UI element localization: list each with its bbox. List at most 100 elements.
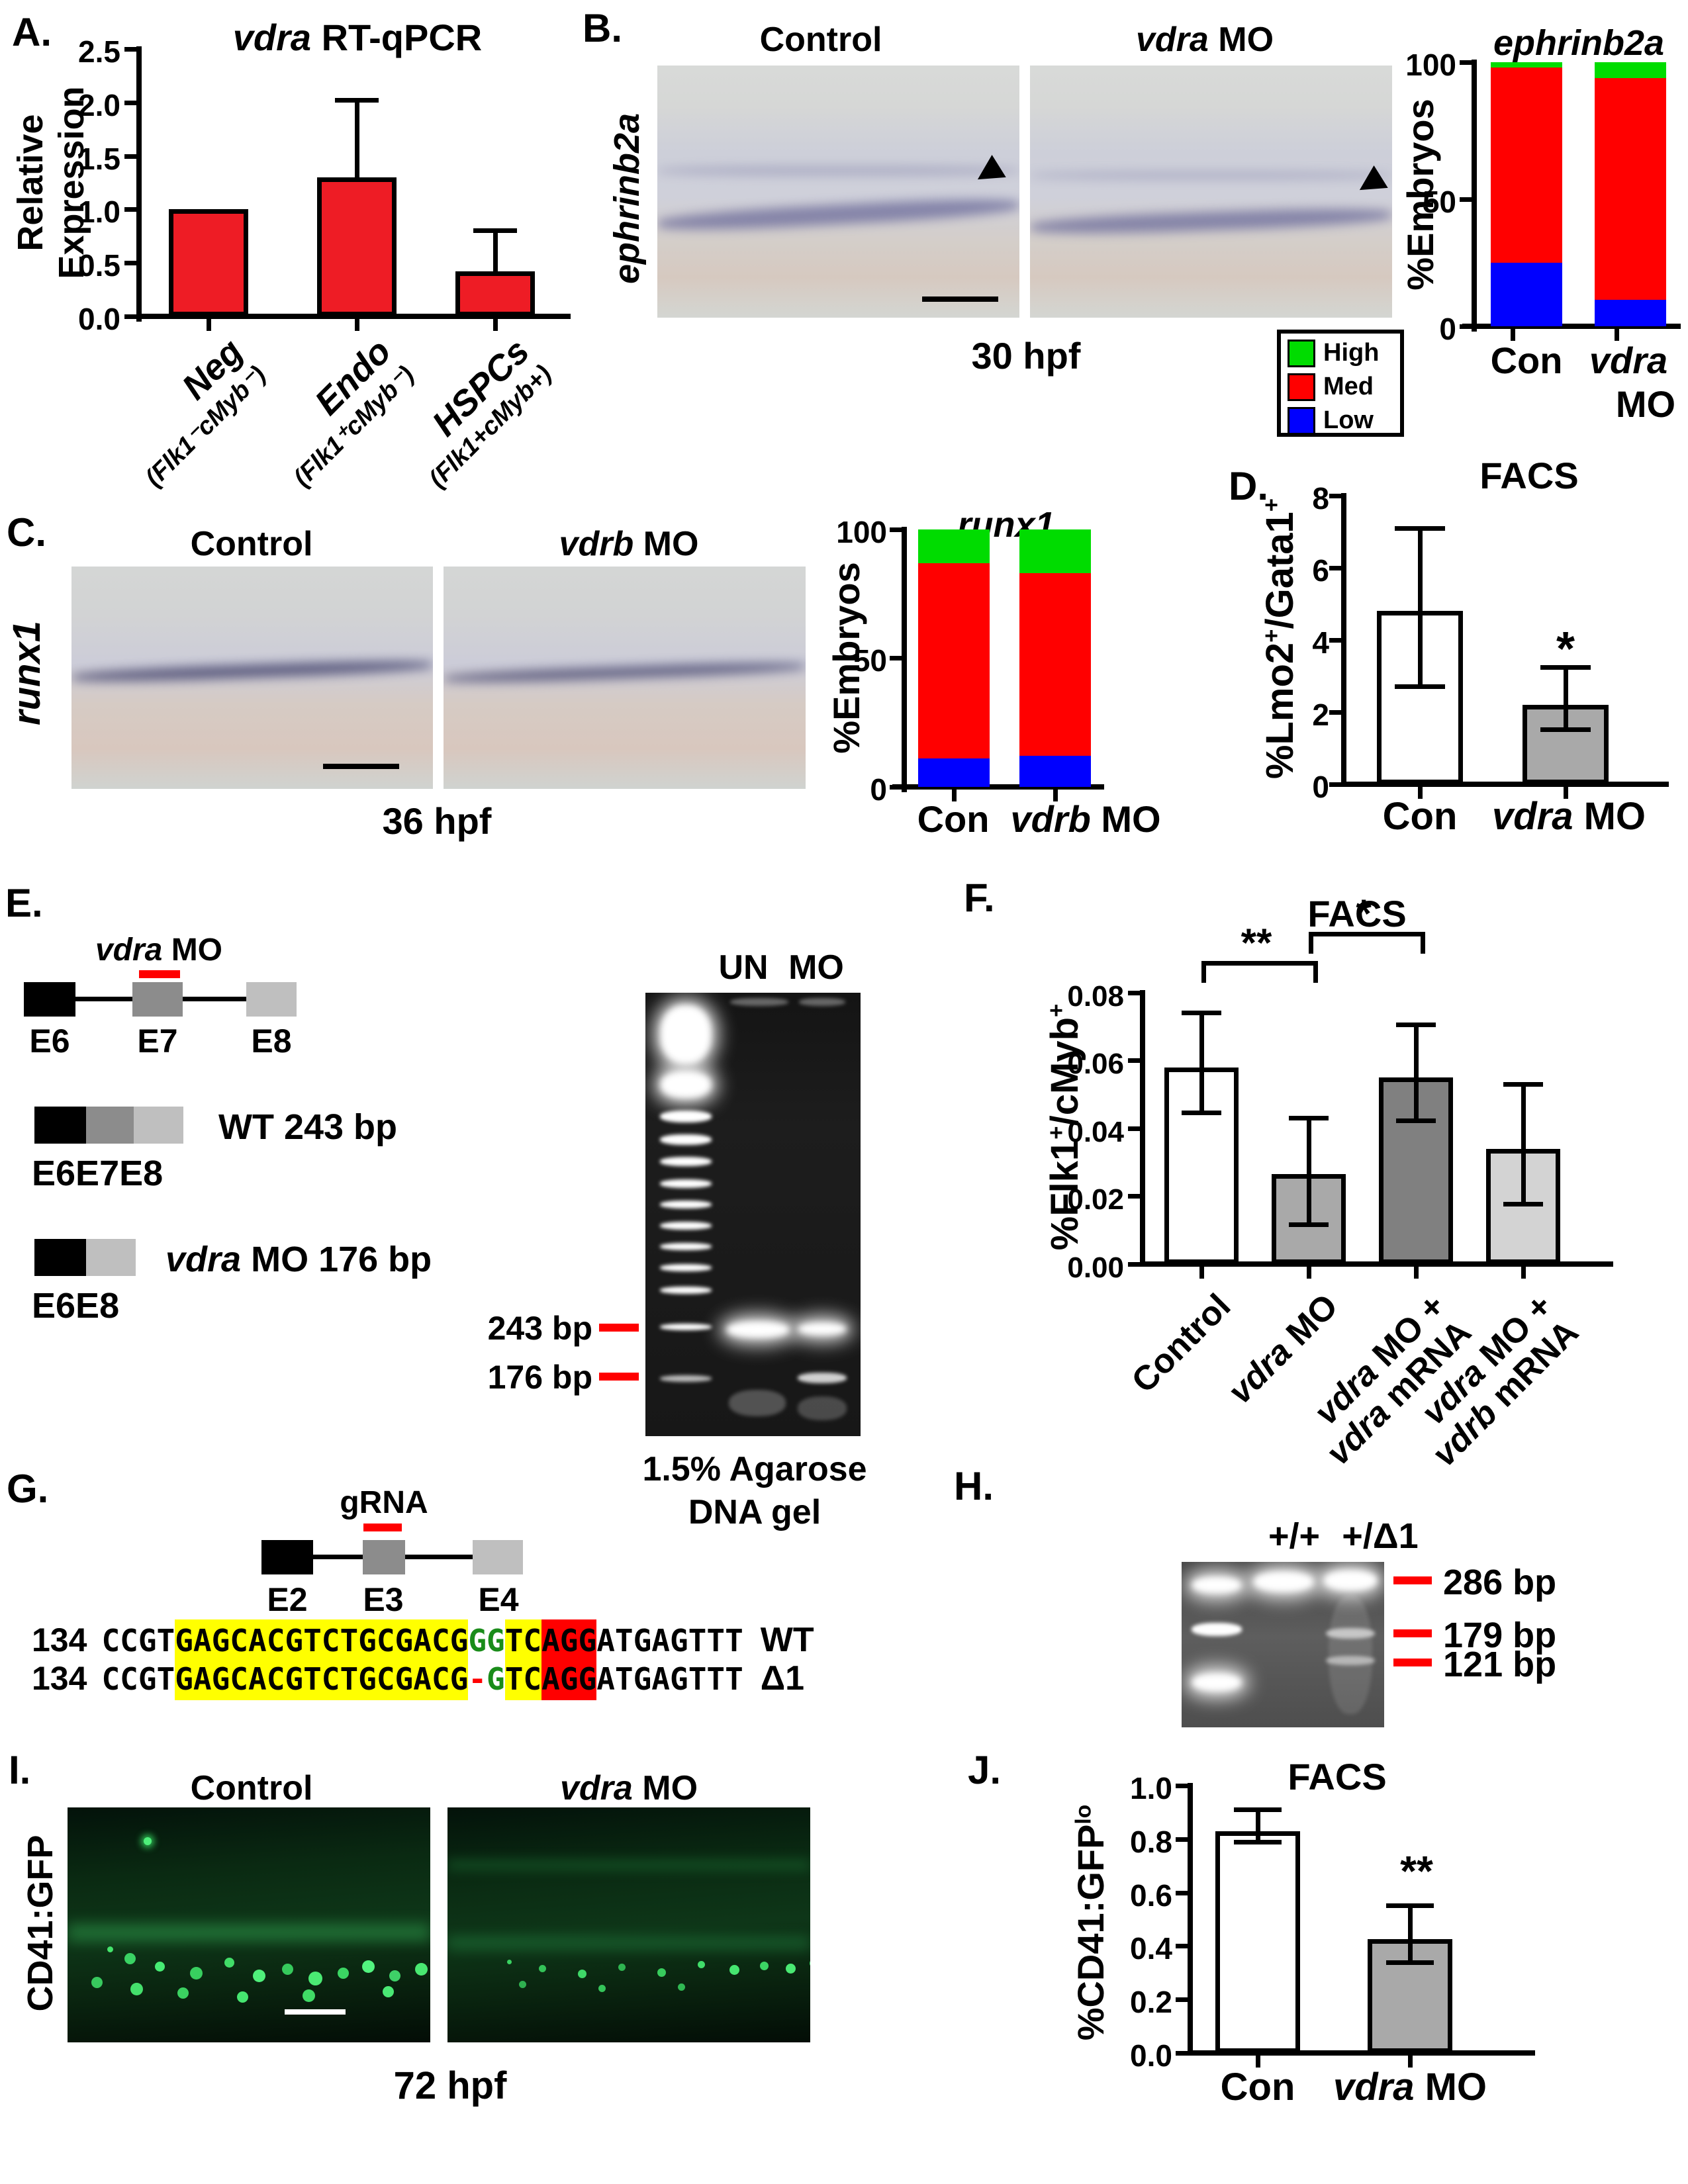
gel-band-delta1-286 <box>1323 1570 1378 1591</box>
ytick-50: 50 <box>1422 185 1456 219</box>
panel-j-label: J. <box>968 1748 1002 1792</box>
mo-exons-label: E6E8 <box>32 1286 120 1326</box>
panel-b-xlabel-vdra: vdra <box>1589 340 1668 381</box>
seq-grna-match: GAGCACGTCTGCGACG <box>175 1658 469 1700</box>
tick <box>207 319 211 331</box>
gel-band <box>660 1324 712 1330</box>
gel-smear <box>798 1396 847 1420</box>
exon-e6-label: E6 <box>29 1023 70 1060</box>
panel-f-xaxis <box>1140 1261 1613 1267</box>
exon-e7 <box>132 982 183 1017</box>
tick <box>355 319 359 331</box>
stacked-bar-vdrb-mo <box>1019 529 1091 787</box>
legend-swatch-med <box>1288 373 1315 401</box>
panel-j-plot <box>1193 1786 1511 2053</box>
gfp-faint-streak <box>447 1860 810 1870</box>
ytick-0-02: 0.02 <box>1067 1183 1124 1216</box>
panel-d-yaxis <box>1341 493 1346 787</box>
gel-band <box>660 1157 712 1166</box>
legend-row-low: Low <box>1288 406 1393 435</box>
tick <box>1460 197 1472 202</box>
wt-exons-label: E6E7E8 <box>32 1154 164 1193</box>
mo-suffix: MO <box>1573 795 1646 838</box>
panel-b-chart-title: ephrinb2a <box>1493 23 1665 63</box>
ytick-4: 4 <box>1312 625 1329 660</box>
mo-exon-e6 <box>34 1239 86 1276</box>
gel-smear <box>729 1390 786 1416</box>
seq-grna-match: TC <box>504 1658 542 1700</box>
gene-name: vdrb <box>1010 798 1091 840</box>
tick <box>1414 1267 1419 1279</box>
gel-lane-delta1-label: +/Δ1 <box>1342 1516 1419 1556</box>
errorbar-control <box>1182 1011 1221 1115</box>
seq-cut-site: G <box>487 1661 505 1697</box>
ytick-8: 8 <box>1312 481 1329 516</box>
wt-exon-e6 <box>34 1107 86 1144</box>
tick <box>1329 782 1341 787</box>
stacked-bar-con <box>918 529 990 787</box>
gel-band <box>660 1005 712 1064</box>
tick <box>1176 1784 1188 1788</box>
mo-exon-e8 <box>86 1239 136 1276</box>
marker-243bp-dash <box>599 1324 639 1332</box>
panel-d-plot <box>1346 496 1664 784</box>
tick <box>124 154 136 159</box>
panel-c-label: C. <box>7 510 46 555</box>
tick <box>1460 324 1472 329</box>
sequence-position: 134 <box>32 1660 87 1697</box>
panel-f-plot <box>1145 993 1609 1264</box>
tick <box>124 101 136 105</box>
ytick-0-08: 0.08 <box>1067 980 1124 1013</box>
product-size: MO 176 bp <box>241 1240 432 1279</box>
mo-suffix: MO <box>1090 798 1161 840</box>
scale-bar <box>922 296 998 302</box>
seq-deletion-dash: - <box>468 1661 487 1697</box>
tick <box>890 785 902 790</box>
gel-band <box>660 1375 712 1382</box>
tick <box>890 656 902 660</box>
legend-swatch-high <box>1288 339 1315 367</box>
errorbar-vdra-mo-vdra-mrna <box>1396 1023 1436 1123</box>
gene-name: vdra <box>1333 2066 1415 2109</box>
gel-band <box>660 1134 712 1145</box>
panel-a-plot <box>142 49 565 316</box>
grna-label: gRNA <box>340 1485 428 1520</box>
ytick-2-0: 2.0 <box>78 88 120 122</box>
panel-c-img1-title: Control <box>190 525 313 563</box>
ytick-0-04: 0.04 <box>1067 1116 1124 1148</box>
panel-c-xlabel-con: Con <box>917 798 990 840</box>
gfp-cells <box>107 1946 113 1952</box>
errorbar-vdra-mo <box>1289 1116 1329 1227</box>
panel-e-label: E. <box>5 881 43 925</box>
errorbar-vdra-mo <box>1540 665 1591 732</box>
tick <box>1521 1267 1526 1279</box>
sequence-wt-tag: WT <box>760 1621 814 1659</box>
panel-b-xlabel-con: Con <box>1490 340 1563 381</box>
stain-band <box>71 658 433 684</box>
seq-cut-site: GG <box>468 1623 505 1659</box>
seq-plain: CCGT <box>101 1623 175 1659</box>
panel-a-ylabel: Relative Expression <box>10 37 96 328</box>
mo-suffix: MO <box>633 525 699 563</box>
seq-pam: AGG <box>541 1658 597 1700</box>
tick <box>1176 2051 1188 2056</box>
stain-band-faint <box>1030 171 1392 180</box>
tick <box>1408 2056 1413 2068</box>
panel-a-label: A. <box>12 10 52 54</box>
marker-179bp-label: 179 bp <box>1443 1615 1557 1655</box>
seq-grna-match: TC <box>504 1619 542 1662</box>
tick <box>1329 638 1341 643</box>
panel-f-yaxis <box>1140 990 1145 1267</box>
panel-a-ylabel-line2: Expression <box>52 86 91 279</box>
micrograph-control-ephrinb2a <box>657 66 1019 318</box>
gfp-vessel-streak <box>447 1937 810 1949</box>
panel-d-title: FACS <box>1479 455 1579 496</box>
panel-d-xlabel-con: Con <box>1382 795 1458 838</box>
segment-high <box>1491 62 1562 68</box>
panel-j-xlabel-vdra-mo: vdra MO <box>1324 2065 1496 2109</box>
genotyping-gel <box>1182 1562 1384 1727</box>
ytick-1-0: 1.0 <box>1130 1771 1172 1805</box>
stain-band-faint <box>657 166 1019 176</box>
panel-b-yaxis <box>1472 60 1477 332</box>
